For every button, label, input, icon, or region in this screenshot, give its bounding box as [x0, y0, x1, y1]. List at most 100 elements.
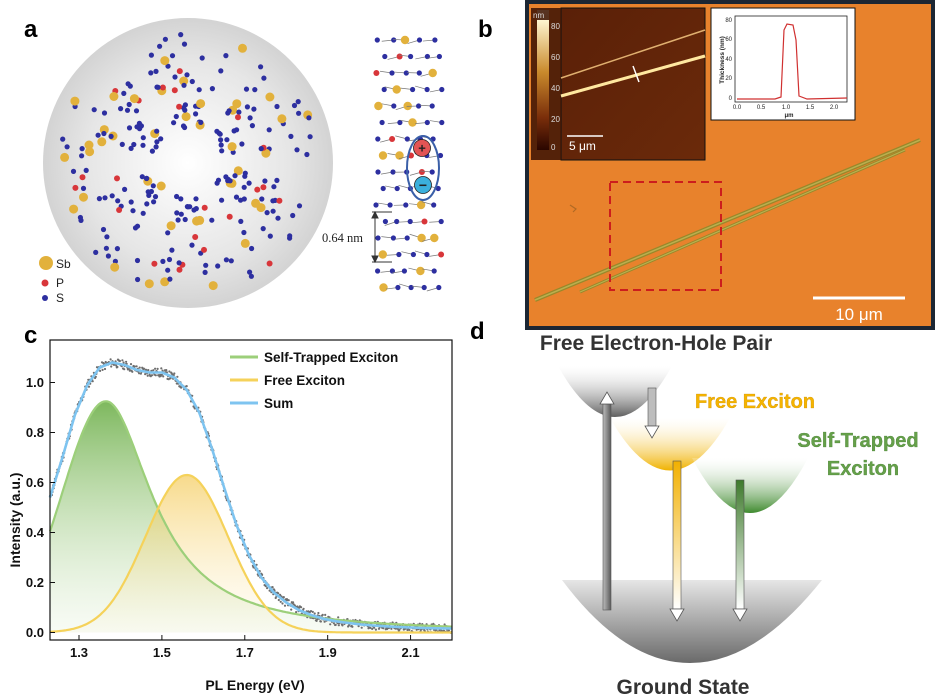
- chain-atom: [416, 70, 422, 76]
- atom: [291, 102, 298, 109]
- atom: [70, 168, 77, 174]
- raw-point: [323, 620, 326, 623]
- atom: [60, 152, 70, 162]
- atom: [176, 68, 183, 75]
- atom: [139, 174, 145, 180]
- chain-atom: [432, 37, 438, 43]
- chain-atom: [403, 202, 409, 208]
- atom: [100, 226, 107, 233]
- atom: [193, 111, 199, 117]
- legend-label-sum: Sum: [264, 396, 293, 411]
- atom: [97, 137, 107, 147]
- chain-atom: [378, 250, 387, 259]
- x-axis-title: PL Energy (eV): [205, 677, 304, 693]
- raw-point: [160, 367, 163, 370]
- atom: [306, 115, 312, 121]
- chain-atom: [416, 103, 422, 109]
- atom: [192, 234, 199, 240]
- atom: [151, 199, 157, 205]
- atom: [227, 142, 237, 152]
- raw-point: [283, 604, 287, 607]
- atom: [218, 142, 224, 148]
- thickness-profile-inset: Thickness (nm) 80 60 40 20 0 0.0 0.5 1.0…: [710, 7, 856, 121]
- atom: [258, 64, 264, 70]
- chain-atom: [381, 86, 387, 93]
- atom: [201, 204, 208, 211]
- atom: [217, 131, 223, 137]
- atom: [133, 108, 140, 114]
- raw-point: [332, 622, 335, 625]
- raw-point: [87, 385, 91, 388]
- x-tick-label: 1.5: [153, 645, 171, 660]
- chain-atom: [436, 284, 442, 291]
- atom: [219, 197, 225, 203]
- atom: [160, 277, 170, 287]
- atom: [119, 141, 125, 147]
- afm-colorbar-unit: nm: [533, 11, 544, 20]
- atom: [178, 196, 184, 202]
- atom: [166, 221, 176, 231]
- atom: [114, 175, 120, 182]
- raw-point: [287, 599, 290, 602]
- atom: [173, 113, 179, 120]
- atom: [155, 84, 161, 90]
- atom: [114, 246, 120, 252]
- atom: [203, 262, 209, 268]
- atom: [159, 84, 166, 91]
- atom: [158, 136, 164, 142]
- sb-legend-marker: [39, 256, 53, 270]
- atom: [60, 136, 66, 142]
- panel-letter-d: d: [470, 318, 485, 345]
- atom: [259, 196, 265, 202]
- atom: [148, 188, 154, 195]
- atom: [307, 134, 313, 140]
- free-pair-well: [558, 366, 672, 417]
- raw-point: [415, 628, 418, 631]
- chain-structure: [373, 35, 445, 292]
- atom: [79, 174, 86, 181]
- chain-atom: [416, 37, 423, 43]
- cross-section-disc: [43, 18, 333, 308]
- ste-label-line1: Self-Trapped: [797, 430, 918, 452]
- atom: [157, 43, 163, 49]
- atom: [166, 256, 173, 263]
- chain-atom: [408, 284, 414, 291]
- raw-point: [139, 372, 142, 375]
- panel-letter-b: b: [478, 16, 493, 43]
- raw-point: [290, 608, 293, 611]
- raw-point: [329, 623, 332, 626]
- chain-atom: [394, 218, 400, 225]
- atom: [154, 128, 160, 134]
- atom: [134, 257, 141, 264]
- chain-atom: [437, 152, 444, 159]
- atom: [109, 193, 115, 199]
- raw-point: [337, 616, 340, 619]
- raw-point: [319, 620, 322, 623]
- atom: [223, 53, 229, 59]
- atom: [214, 180, 220, 186]
- atom: [171, 120, 177, 126]
- chain-atom: [400, 35, 410, 45]
- atom: [238, 197, 244, 203]
- chain-atom: [389, 268, 395, 274]
- raw-point: [373, 626, 376, 629]
- atom: [196, 99, 206, 109]
- atom: [178, 211, 184, 217]
- atom: [184, 72, 190, 78]
- ribbon-petal: [69, 167, 166, 272]
- atom: [227, 178, 233, 184]
- afm-tick-60: 60: [551, 53, 560, 62]
- raw-point: [138, 366, 141, 369]
- raw-point: [144, 373, 147, 376]
- y-tick-label: 0.4: [26, 525, 45, 540]
- atom: [115, 198, 121, 204]
- ribbon-petal: [148, 31, 247, 131]
- ste-label-line2: Exciton: [827, 458, 899, 480]
- raw-point: [142, 367, 146, 370]
- atom: [247, 269, 253, 275]
- chain-atom: [396, 251, 402, 258]
- x-tick-label: 2.1: [402, 645, 420, 660]
- atom: [126, 101, 132, 108]
- thickness-profile-line: [737, 23, 848, 100]
- raw-point: [360, 626, 363, 629]
